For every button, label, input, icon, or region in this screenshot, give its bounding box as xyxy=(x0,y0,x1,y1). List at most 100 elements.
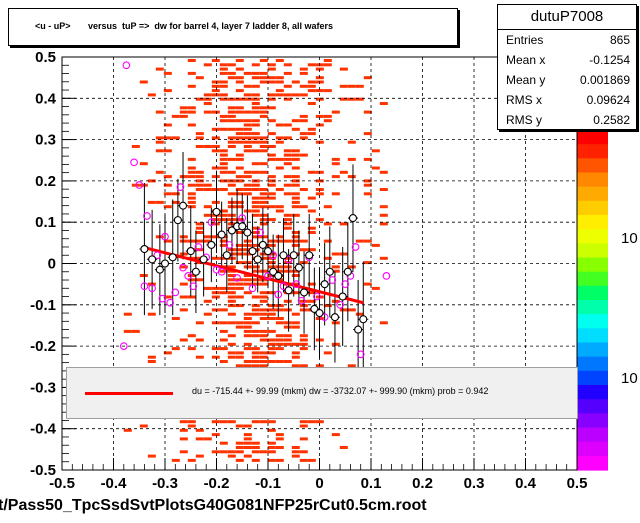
histogram-cell xyxy=(147,93,156,97)
histogram-cell xyxy=(291,450,300,454)
histogram-cell xyxy=(219,256,228,260)
histogram-cell xyxy=(211,145,220,148)
histogram-cell xyxy=(363,192,372,196)
histogram-cell xyxy=(315,114,324,118)
profile-point xyxy=(338,292,347,301)
histogram-cell xyxy=(275,76,284,80)
histogram-cell xyxy=(275,437,284,441)
profile-point xyxy=(140,244,149,254)
histogram-cell xyxy=(251,123,260,127)
histogram-cell xyxy=(155,170,164,174)
histogram-cell xyxy=(219,84,228,88)
histogram-cell xyxy=(243,71,252,75)
statistics-box: dutuP7008 Entries 865 Mean x -0.1254 Mea… xyxy=(497,4,637,130)
histogram-cell xyxy=(283,265,292,269)
histogram-cell xyxy=(203,312,212,316)
histogram-cell xyxy=(243,149,252,153)
histogram-cell xyxy=(283,308,292,312)
histogram-cell xyxy=(251,231,260,234)
magenta-point xyxy=(297,296,306,305)
histogram-cell xyxy=(251,106,260,110)
histogram-cell xyxy=(163,295,172,299)
histogram-cell xyxy=(259,299,268,303)
histogram-cell xyxy=(243,93,252,97)
histogram-cell xyxy=(171,192,180,196)
histogram-cell xyxy=(227,299,236,303)
histogram-cell xyxy=(235,188,244,191)
histogram-cell xyxy=(187,347,196,351)
histogram-cell xyxy=(259,188,268,191)
histogram-cell xyxy=(259,291,268,295)
histogram-cell xyxy=(227,140,236,144)
histogram-cell xyxy=(235,243,244,247)
histogram-cell xyxy=(171,317,180,320)
histogram-cell xyxy=(283,162,292,166)
histogram-cell xyxy=(235,446,244,449)
y-tick-label: 0.2 xyxy=(35,173,56,190)
histogram-cell xyxy=(347,364,356,368)
histogram-cell xyxy=(371,286,380,290)
histogram-cell xyxy=(243,342,252,346)
magenta-point xyxy=(189,282,198,291)
histogram-cell xyxy=(259,317,268,320)
histogram-cell xyxy=(347,308,356,312)
histogram-cell xyxy=(259,334,268,338)
histogram-cell xyxy=(203,93,212,97)
histogram-cell xyxy=(203,205,212,209)
histogram-cell xyxy=(219,153,228,157)
histogram-cell xyxy=(219,209,228,213)
histogram-cell xyxy=(227,97,236,101)
histogram-cell xyxy=(195,437,204,441)
histogram-cell xyxy=(187,420,196,424)
histogram-cell xyxy=(195,454,204,458)
histogram-cell xyxy=(259,136,268,140)
magenta-point xyxy=(274,290,283,299)
histogram-cell xyxy=(243,433,252,437)
histogram-cell xyxy=(291,291,300,295)
histogram-cell xyxy=(275,136,284,140)
histogram-cell xyxy=(219,243,228,247)
histogram-cell xyxy=(235,450,244,454)
histogram-cell xyxy=(291,205,300,209)
histogram-cell xyxy=(251,295,260,299)
histogram-cell xyxy=(283,338,292,342)
histogram-cell xyxy=(291,213,300,217)
histogram-cell xyxy=(355,239,364,243)
histogram-cell xyxy=(251,265,260,269)
magenta-point xyxy=(351,243,360,251)
histogram-cell xyxy=(219,93,228,97)
histogram-cell xyxy=(267,179,276,183)
histogram-cell xyxy=(355,312,364,316)
histogram-cell xyxy=(163,192,172,196)
histogram-cell xyxy=(267,205,276,209)
histogram-cell xyxy=(283,239,292,243)
colorbar-segment xyxy=(577,342,608,358)
histogram-cell xyxy=(259,110,268,114)
histogram-cell xyxy=(179,420,188,424)
histogram-cell xyxy=(251,312,260,316)
histogram-cell xyxy=(163,205,172,209)
histogram-cell xyxy=(251,136,260,140)
histogram-cell xyxy=(243,119,252,123)
stats-row-rms-y: RMS y 0.2582 xyxy=(498,110,636,130)
histogram-cell xyxy=(291,153,300,157)
histogram-cell xyxy=(251,441,260,445)
file-name-footer: t/Pass50_TpcSsdSvtPlotsG40G081NFP25rCut0… xyxy=(0,497,427,514)
profile-point xyxy=(212,207,221,216)
histogram-cell xyxy=(251,140,260,144)
magenta-point xyxy=(135,181,144,189)
magenta-point xyxy=(320,313,329,322)
profile-point xyxy=(248,247,257,256)
histogram-cell xyxy=(235,76,244,80)
histogram-cell xyxy=(211,127,220,131)
histogram-cell xyxy=(251,278,260,282)
profile-point xyxy=(178,201,188,210)
histogram-cell xyxy=(211,347,220,351)
histogram-cell xyxy=(195,97,204,101)
histogram-cell xyxy=(243,97,252,101)
histogram-cell xyxy=(315,192,324,196)
y-tick-label: 0.5 xyxy=(35,49,56,66)
profile-point xyxy=(258,240,267,249)
histogram-cell xyxy=(299,338,308,342)
histogram-cell xyxy=(275,269,284,273)
